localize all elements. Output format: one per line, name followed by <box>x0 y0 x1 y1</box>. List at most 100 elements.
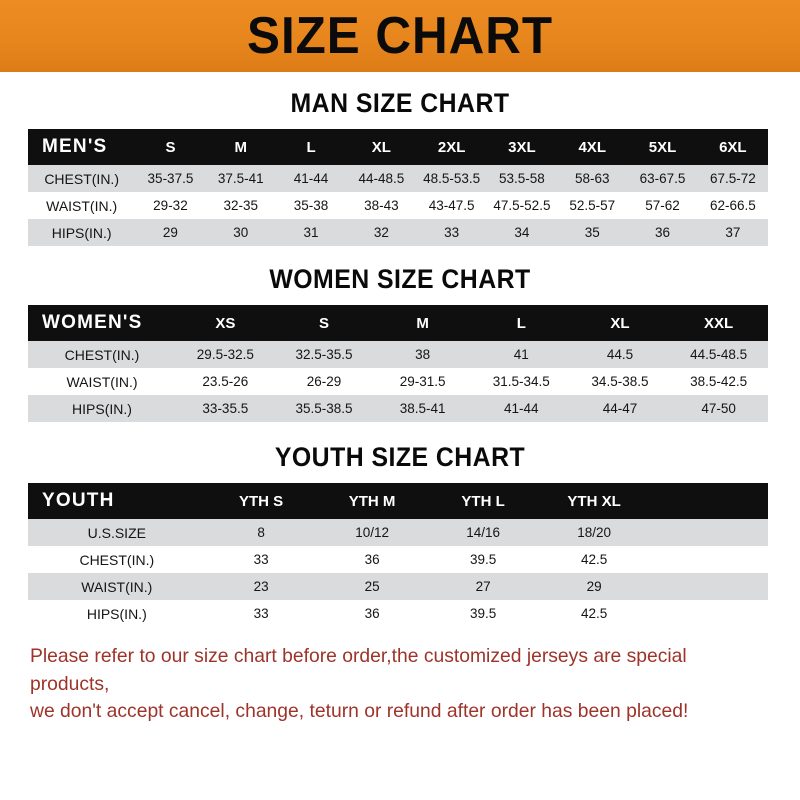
women-cell: 41-44 <box>504 401 539 416</box>
man-size-header-8: 5XL <box>648 138 677 156</box>
youth-cell: 23 <box>253 579 269 594</box>
youth-cell: 42.5 <box>580 552 608 567</box>
man-cell: 35 <box>584 225 600 240</box>
women-row-label: HIPS(IN.) <box>72 400 132 417</box>
youth-row-label: WAIST(IN.) <box>81 578 153 595</box>
man-cell: 37.5-41 <box>217 171 264 186</box>
youth-cell: 42.5 <box>580 606 608 621</box>
women-header-label: WOMEN'S <box>42 312 143 333</box>
women-cell: 38.5-42.5 <box>690 374 748 389</box>
youth-row-label: CHEST(IN.) <box>79 551 155 568</box>
man-cell: 35-38 <box>293 198 329 213</box>
man-cell: 35-37.5 <box>147 171 194 186</box>
youth-cell: 18/20 <box>577 525 611 540</box>
women-cell: 44-47 <box>602 401 638 416</box>
women-row-label: CHEST(IN.) <box>64 346 140 363</box>
women-table-wrap: WOMEN'S XS S M L XL XXL CHEST(IN.) 29.5-32.5 32… <box>28 305 768 422</box>
youth-cell: 39.5 <box>469 552 497 567</box>
women-cell: 44.5-48.5 <box>690 347 748 362</box>
youth-table-head: YOUTH YTH S YTH M YTH L YTH XL <box>28 483 768 519</box>
women-cell: 38.5-41 <box>399 401 446 416</box>
women-cell: 47-50 <box>701 401 736 416</box>
youth-cell: 8 <box>257 525 265 540</box>
man-row-label: WAIST(IN.) <box>46 197 118 214</box>
women-row-label: WAIST(IN.) <box>66 373 138 390</box>
table-row: CHEST(IN.) 33 36 39.5 42.5 <box>28 546 768 573</box>
table-row: CHEST(IN.) 29.5-32.5 32.5-35.5 38 41 44.5 44.5… <box>28 341 768 368</box>
man-cell: 32-35 <box>223 198 258 213</box>
women-cell: 31.5-34.5 <box>492 374 550 389</box>
man-cell: 63-67.5 <box>639 171 686 186</box>
order-policy-note-line-1: Please refer to our size chart before or… <box>30 645 687 695</box>
youth-size-header-1: YTH S <box>239 492 284 510</box>
table-row: HIPS(IN.) 29 30 31 32 33 34 35 36 37 <box>28 219 768 246</box>
order-policy-note: Please refer to our size chart before or… <box>30 643 767 726</box>
man-row-label: CHEST(IN.) <box>44 170 119 187</box>
man-cell: 58-63 <box>574 171 610 186</box>
man-header-row: MEN'S S M L XL 2XL 3XL 4XL 5XL 6XL <box>28 129 768 165</box>
women-size-header-6: XXL <box>704 314 734 332</box>
man-cell: 31 <box>303 225 319 240</box>
youth-cell-spacer <box>650 546 768 573</box>
man-size-header-2: M <box>234 138 247 156</box>
table-row: WAIST(IN.) 29-32 32-35 35-38 38-43 43-47.5 47.… <box>28 192 768 219</box>
table-row: HIPS(IN.) 33-35.5 35.5-38.5 38.5-41 41-44 44-… <box>28 395 768 422</box>
women-size-header-3: M <box>416 314 429 332</box>
man-row-label: HIPS(IN.) <box>51 224 112 241</box>
women-size-table: WOMEN'S XS S M L XL XXL CHEST(IN.) 29.5-32.5 32… <box>28 305 768 422</box>
man-cell: 38-43 <box>364 198 399 213</box>
man-cell: 32 <box>373 225 389 240</box>
women-size-header-5: XL <box>610 314 630 332</box>
man-cell: 33 <box>444 225 460 240</box>
page-title: SIZE CHART <box>247 7 553 65</box>
youth-table-body: U.S.SIZE 8 10/12 14/16 18/20 CHEST(IN.) 33 36 39… <box>28 519 768 627</box>
man-size-header-9: 6XL <box>719 138 747 156</box>
youth-cell: 10/12 <box>355 525 389 540</box>
man-size-header-3: L <box>306 138 316 156</box>
youth-cell: 14/16 <box>466 525 500 540</box>
youth-cell: 36 <box>364 552 380 567</box>
page-banner: SIZE CHART <box>0 0 800 72</box>
table-row: HIPS(IN.) 33 36 39.5 42.5 <box>28 600 768 627</box>
man-table-head: MEN'S S M L XL 2XL 3XL 4XL 5XL 6XL <box>28 129 768 165</box>
man-size-header-6: 3XL <box>508 138 536 156</box>
women-table-body: CHEST(IN.) 29.5-32.5 32.5-35.5 38 41 44.5 44.5… <box>28 341 768 422</box>
man-header-label: MEN'S <box>42 136 108 157</box>
women-cell: 35.5-38.5 <box>295 401 353 416</box>
youth-header-spacer <box>650 483 768 519</box>
man-size-table: MEN'S S M L XL 2XL 3XL 4XL 5XL 6XL CHEST(IN.) 35-… <box>28 129 768 246</box>
youth-table-wrap: YOUTH YTH S YTH M YTH L YTH XL U.S.SIZE 8 10/… <box>28 483 768 627</box>
youth-cell-spacer <box>650 600 768 627</box>
man-cell: 43-47.5 <box>428 198 475 213</box>
youth-section-title: YOUTH SIZE CHART <box>274 442 526 472</box>
man-cell: 30 <box>233 225 249 240</box>
youth-size-table: YOUTH YTH S YTH M YTH L YTH XL U.S.SIZE 8 10/… <box>28 483 768 627</box>
women-size-header-4: L <box>516 314 526 332</box>
man-cell: 67.5-72 <box>709 171 756 186</box>
man-cell: 37 <box>725 225 741 240</box>
man-table-body: CHEST(IN.) 35-37.5 37.5-41 41-44 44-48.5 48.5… <box>28 165 768 246</box>
youth-cell: 27 <box>475 579 491 594</box>
man-size-header-5: 2XL <box>437 138 466 156</box>
women-cell: 29.5-32.5 <box>196 347 254 362</box>
man-size-header-1: S <box>165 138 176 156</box>
man-cell: 36 <box>655 225 671 240</box>
youth-cell: 39.5 <box>469 606 497 621</box>
man-size-header-7: 4XL <box>578 138 606 156</box>
man-size-header-4: XL <box>371 138 391 156</box>
youth-cell-spacer <box>650 519 768 546</box>
order-policy-note-line-2: we don't accept cancel, change, teturn o… <box>30 700 689 723</box>
women-header-row: WOMEN'S XS S M L XL XXL <box>28 305 768 341</box>
youth-size-header-4: YTH XL <box>567 492 621 510</box>
women-cell: 23.5-26 <box>202 374 249 389</box>
man-cell: 57-62 <box>645 198 680 213</box>
man-cell: 47.5-52.5 <box>493 198 551 213</box>
man-cell: 44-48.5 <box>358 171 405 186</box>
man-cell: 29 <box>162 225 178 240</box>
youth-cell: 25 <box>364 579 380 594</box>
women-table-head: WOMEN'S XS S M L XL XXL <box>28 305 768 341</box>
man-table-wrap: MEN'S S M L XL 2XL 3XL 4XL 5XL 6XL CHEST(IN.) 35-… <box>28 129 768 246</box>
man-cell: 41-44 <box>293 171 329 186</box>
youth-size-header-3: YTH L <box>461 492 505 510</box>
women-size-header-2: S <box>318 314 329 332</box>
